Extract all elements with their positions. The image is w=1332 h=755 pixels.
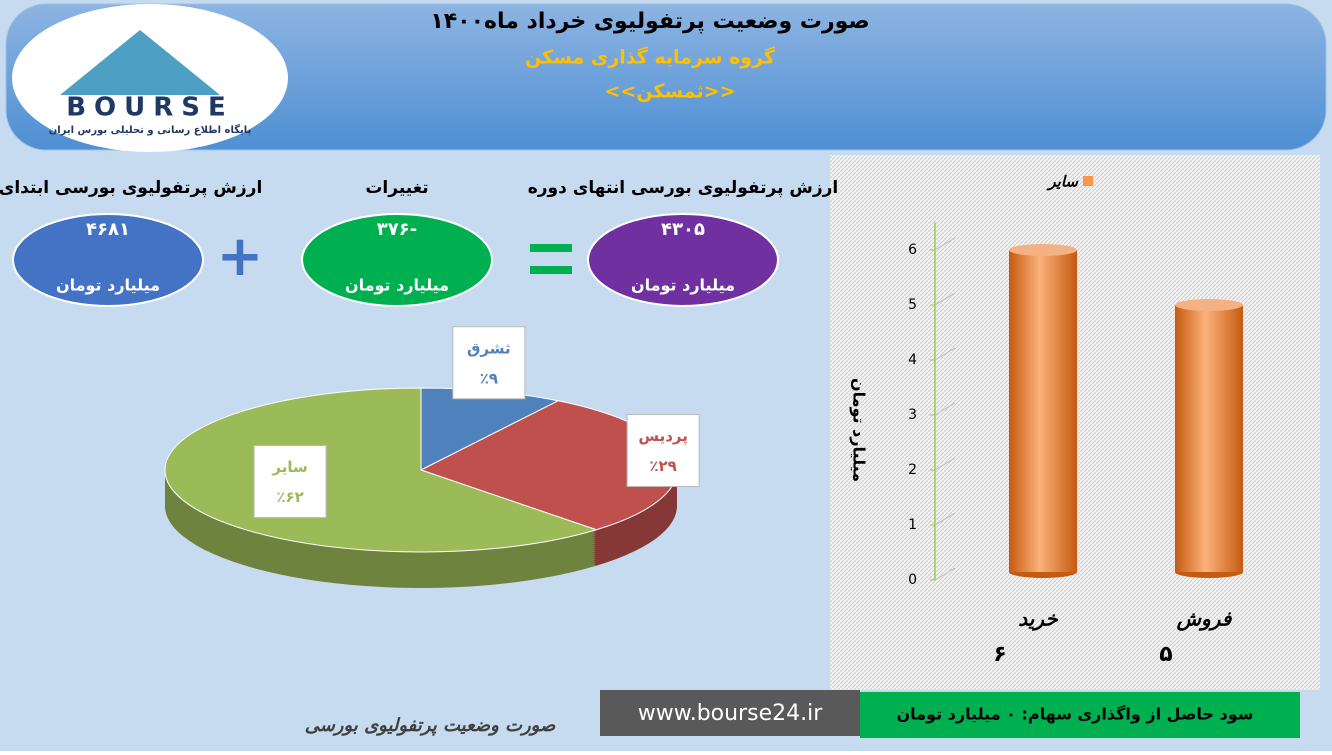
summary-value: ۴۳۰۵ (661, 219, 705, 240)
page-subtitle: گروه سرمایه گذاری مسکن (525, 46, 776, 69)
floor-line (934, 347, 956, 361)
summary-unit: میلیارد تومان (631, 276, 735, 295)
slice-label: سایر (271, 458, 307, 476)
x-tick-label: خرید (1018, 607, 1058, 632)
summary-unit: میلیارد تومان (56, 276, 160, 295)
y-tick-label: 3 (908, 407, 917, 423)
bar (1175, 305, 1243, 572)
legend-swatch (1083, 176, 1093, 186)
summary-ellipse (12, 213, 204, 307)
summary-value: -۳۷۶ (377, 219, 417, 240)
logo-name: BOURSE (66, 93, 234, 123)
x-tick-label: فروش (1176, 607, 1233, 632)
legend-label: سایر (1046, 173, 1079, 191)
summary-label: تغییرات (365, 178, 428, 198)
label-box (452, 326, 526, 400)
value-label: ۶ (993, 642, 1006, 667)
equal-sign (530, 244, 572, 252)
website-box (600, 690, 860, 736)
y-tick-label: 6 (908, 242, 917, 258)
y-tick-label: 2 (908, 462, 917, 478)
summary-ellipse (587, 213, 779, 307)
bar-top (1009, 244, 1077, 256)
profit-box (860, 692, 1300, 738)
equal-sign (530, 266, 572, 274)
floor-line (934, 512, 956, 526)
bar (1009, 250, 1077, 572)
header-banner (5, 3, 1327, 151)
floor-line (934, 457, 956, 471)
slice-label: پردیس (638, 427, 688, 446)
summary-unit: میلیارد تومان (345, 276, 449, 295)
slice-label: ثشرق (467, 339, 511, 357)
summary-ellipse (301, 213, 493, 307)
floor-line (934, 567, 956, 581)
y-tick-label: 1 (908, 517, 917, 533)
summary-value: ۴۶۸۱ (86, 219, 130, 240)
summary-label: ارزش پرتفولیوی بورسی ابتدای دوره (0, 178, 262, 198)
website[interactable]: www.bourse24.ir (638, 701, 823, 726)
label-box (253, 445, 327, 519)
summary-label: ارزش پرتفولیوی بورسی انتهای دوره (528, 178, 839, 198)
symbol: <<ثمسکن>> (604, 81, 735, 103)
caption: صورت وضعیت پرتفولیوی بورسی (305, 715, 556, 736)
y-axis-label: میلیارد تومان (850, 378, 869, 482)
slice-value: ٪۹ (480, 369, 498, 387)
floor-line (934, 402, 956, 416)
slice-value: ٪۲۹ (649, 457, 676, 475)
value-label: ۵ (1159, 642, 1172, 667)
profit-text: سود حاصل از واگذاری سهام: ۰ میلیارد توما… (896, 705, 1253, 724)
y-tick-label: 5 (908, 297, 917, 313)
y-tick-label: 0 (908, 572, 917, 588)
label-box (626, 413, 700, 487)
logo-icon (60, 30, 220, 95)
y-tick-label: 4 (908, 352, 917, 368)
bar-top (1175, 299, 1243, 311)
page-title: صورت وضعیت پرتفولیوی خرداد ماه۱۴۰۰ (430, 9, 869, 34)
plus-sign: + (217, 224, 264, 289)
slice-value: ٪۶۲ (276, 488, 303, 506)
floor-line (934, 237, 956, 251)
floor-line (934, 292, 956, 306)
logo-tagline: پایگاه اطلاع رسانی و تحلیلی بورس ایران (49, 123, 252, 136)
